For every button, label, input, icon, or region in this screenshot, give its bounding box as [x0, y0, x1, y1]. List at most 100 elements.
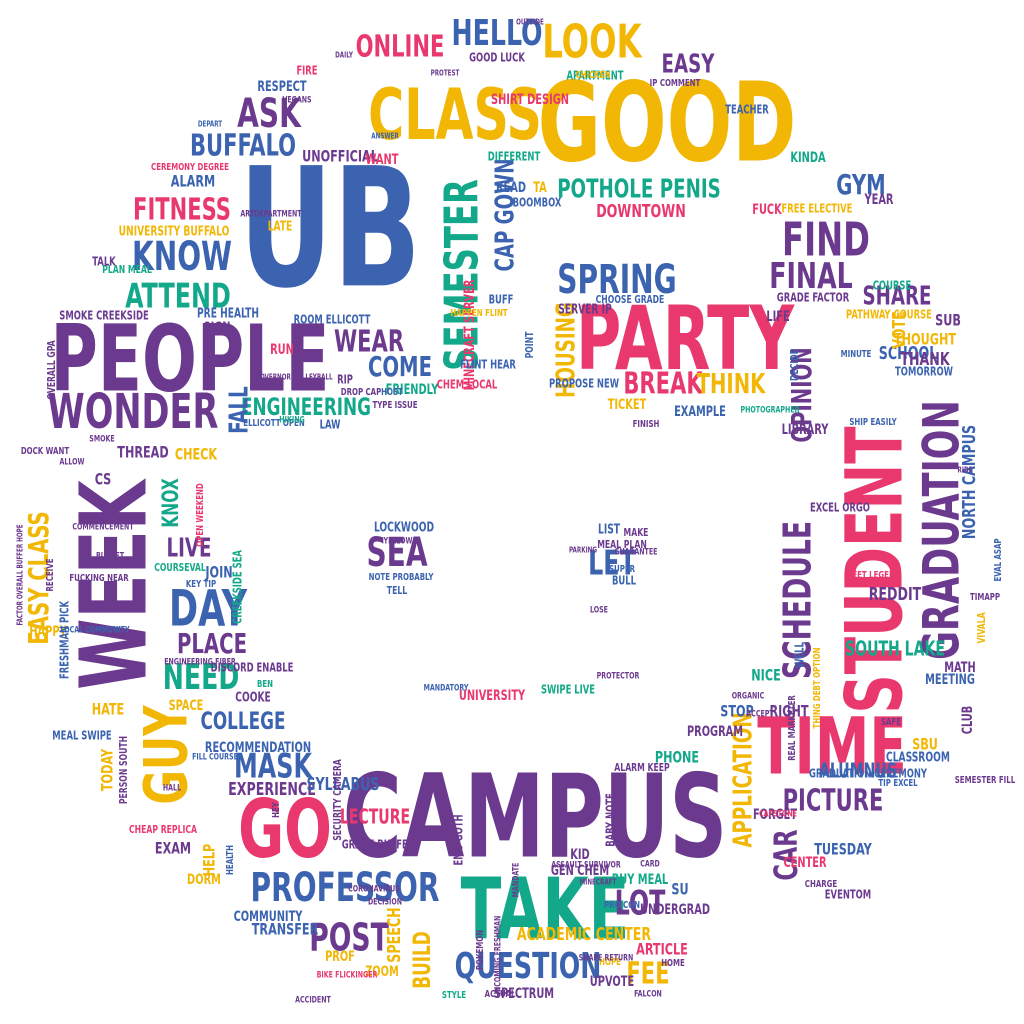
word-plan-meal: PLAN MEAL [102, 263, 152, 276]
word-check: CHECK [175, 445, 218, 464]
word-school: SCHOOL [879, 343, 938, 364]
word-dorm: DORM [187, 872, 221, 888]
word-thing-debt-option: THING DEBT OPTION [812, 648, 823, 729]
word-pay: PAY [296, 352, 308, 361]
word-final: FINAL [769, 256, 852, 297]
word-community: COMMUNITY [234, 909, 303, 925]
word-meeting: MEETING [925, 672, 975, 688]
word-cs: CS [95, 470, 112, 489]
word-cooke: COOKE [235, 691, 271, 706]
word-fitness: FITNESS [133, 193, 231, 228]
word-recommendation: RECOMMENDATION [205, 740, 311, 756]
word-thank: THANK [900, 349, 950, 370]
word-protector: PROTECTOR [597, 672, 640, 682]
word-list: LIST [598, 523, 620, 538]
word-assault-survivor: ASSAULT SURVIVOR [551, 861, 621, 871]
word-professor: PROFESSOR [251, 865, 440, 911]
word-hey: HEY [271, 802, 282, 818]
word-graduation-ceremony: GRADUATION CEREMONY [809, 767, 927, 781]
word-ip-comment: IP COMMENT [650, 78, 701, 89]
word-coronavirus: CORONAVIRUS [348, 885, 400, 895]
word-fall: FALL [225, 386, 255, 434]
word-style: STYLE [442, 990, 466, 1001]
word-mandatory: MANDATORY [424, 684, 469, 694]
word-break: BREAK [623, 367, 703, 402]
word-eval-asap: EVAL ASAP [993, 538, 1004, 581]
word-ceremony-degree: CEREMONY DEGREE [151, 162, 229, 173]
word-daily: DAILY [335, 51, 353, 60]
word-phone: PHONE [655, 748, 699, 767]
word-college: COLLEGE [201, 707, 286, 735]
word-freshman-pick: FRESHMAN PICK [58, 601, 72, 679]
word-fill-course: FILL COURSE [192, 753, 238, 763]
word-experience: EXPERIENCE [228, 779, 316, 800]
word-late: LATE [268, 220, 293, 235]
word-meet-legend: MEET LEGEND [845, 570, 900, 581]
word-space: SPACE [169, 698, 204, 714]
word-think: THINK [697, 367, 767, 400]
word-ticket: TICKET [608, 397, 647, 413]
word-pre-health: PRE HEALTH [197, 307, 259, 322]
word-law: LAW [320, 418, 341, 432]
word-kid: KID [570, 847, 589, 863]
word-day: DAY [169, 580, 248, 638]
word-ben: BEN [257, 679, 273, 690]
word-week: WEEK [60, 478, 167, 690]
word-person-south: PERSON SOUTH [117, 736, 130, 804]
word-safe: SAFE [881, 717, 901, 728]
word-depart: DEPART [198, 120, 222, 129]
word-home: HOME [661, 958, 685, 969]
word-commencement: COMMENCEMENT [72, 523, 134, 533]
word-room-ellicott: ROOM ELLICOTT [294, 313, 371, 327]
word-actual: ACTUAL [485, 989, 516, 1000]
word-tomorrow: TOMORROW [895, 365, 953, 379]
word-hate: HATE [92, 700, 125, 719]
word-ask: ASK [237, 91, 302, 137]
word-sign: SIGN [204, 320, 231, 336]
word-guy: GUY [132, 705, 202, 805]
word-year: YEAR [864, 192, 894, 208]
word-baby-note: BABY NOTE [604, 793, 618, 847]
word-find: FIND [782, 213, 870, 267]
word-let: LET [588, 544, 636, 584]
word-thought: THOUGHT [894, 330, 956, 349]
word-key-tip: KEY TIP [186, 579, 217, 590]
word-lockwood: LOCKWOOD [374, 521, 434, 536]
word-application: APPLICATION [729, 712, 759, 847]
word-graduation: GRADUATION [913, 400, 971, 660]
word-health: HEALTH [225, 845, 236, 875]
word-life: LIFE [766, 309, 789, 325]
word-su: SU [671, 880, 688, 899]
word-forget: FORGET [753, 807, 797, 823]
word-build: BUILD [408, 931, 436, 989]
word-attend: ATTEND [125, 277, 231, 317]
word-place: PLACE [177, 627, 247, 660]
word-university-buffalo: UNIVERSITY BUFFALO [119, 225, 230, 240]
word-go: GO [238, 783, 332, 876]
word-outside: OUTSIDE [516, 18, 544, 27]
word-note-probably: NOTE PROBABLY [369, 572, 434, 583]
word-security-camera: SECURITY CAMERA [331, 759, 344, 841]
word-open-weekend: OPEN WEEKEND [195, 483, 206, 547]
word-vivala: VIVALA [975, 612, 988, 643]
word-minecraft-server: MINECRAFT SERVER [462, 279, 478, 390]
word-creekside-sea: CREEKSIDE SEA [231, 550, 245, 624]
word-local-community: LOCAL COMMUNITY [60, 626, 129, 636]
word-campus: CAMPUS [343, 751, 728, 885]
word-look: LOOK [542, 15, 643, 69]
word-housing: HOUSING [552, 302, 582, 398]
word-friendly: FRIENDLY [386, 382, 439, 398]
word-lot: LOT [615, 884, 666, 924]
word-emo-goth: EMO GOTH [452, 814, 466, 865]
word-good-luck: GOOD LUCK [469, 51, 525, 65]
word-flint-hear: FLINT HEAR [460, 358, 516, 372]
word-post: POST [309, 916, 389, 960]
word-minute: MINUTE [841, 349, 872, 360]
word-happen-flint: HAPPEN FLINT [450, 308, 508, 319]
word-nice: NICE [751, 666, 781, 685]
word-take: TAKE [461, 860, 630, 959]
word-governor-volleyball: GOVERNOR VOLLEYBALL [255, 373, 333, 382]
word-good: GOOD [538, 58, 797, 186]
word-meal-swipe: MEAL SWIPE [52, 729, 111, 743]
